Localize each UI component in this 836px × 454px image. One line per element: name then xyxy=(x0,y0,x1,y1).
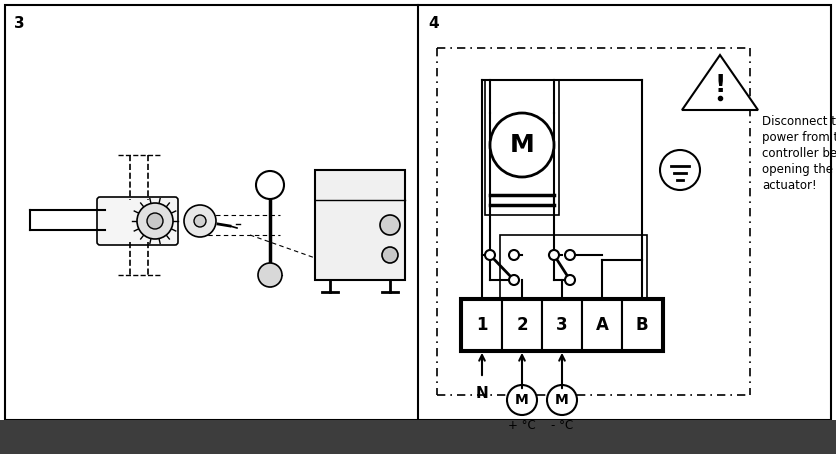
Circle shape xyxy=(485,250,495,260)
Text: !: ! xyxy=(714,73,726,97)
Text: M: M xyxy=(555,393,568,407)
Text: 3: 3 xyxy=(14,16,24,31)
Circle shape xyxy=(507,385,537,415)
Text: 4: 4 xyxy=(428,16,439,31)
Bar xyxy=(542,300,582,350)
Text: B: B xyxy=(635,316,648,334)
Circle shape xyxy=(137,203,173,239)
Circle shape xyxy=(509,250,519,260)
Text: actuator!: actuator! xyxy=(762,179,817,192)
Circle shape xyxy=(258,263,282,287)
Text: M: M xyxy=(515,393,529,407)
Bar xyxy=(462,300,502,350)
Circle shape xyxy=(382,247,398,263)
Circle shape xyxy=(147,213,163,229)
Circle shape xyxy=(660,150,700,190)
Text: N: N xyxy=(476,386,488,401)
Circle shape xyxy=(194,215,206,227)
Text: power from the: power from the xyxy=(762,131,836,144)
Polygon shape xyxy=(682,55,758,110)
Circle shape xyxy=(380,215,400,235)
Bar xyxy=(460,298,664,352)
Text: 3: 3 xyxy=(556,316,568,334)
Circle shape xyxy=(256,171,284,199)
Bar xyxy=(500,235,647,298)
Text: 2: 2 xyxy=(516,316,528,334)
Circle shape xyxy=(490,113,554,177)
Text: opening the: opening the xyxy=(762,163,833,176)
Bar xyxy=(622,300,662,350)
Circle shape xyxy=(184,205,216,237)
Text: A: A xyxy=(595,316,609,334)
Text: M: M xyxy=(510,133,534,157)
Text: controller before: controller before xyxy=(762,147,836,160)
Text: Disconnect the: Disconnect the xyxy=(762,115,836,128)
Text: + °C: + °C xyxy=(508,419,536,432)
Bar xyxy=(485,80,559,215)
Text: 1: 1 xyxy=(477,316,487,334)
Circle shape xyxy=(565,275,575,285)
Circle shape xyxy=(547,385,577,415)
Circle shape xyxy=(565,250,575,260)
Circle shape xyxy=(509,275,519,285)
Bar xyxy=(0,420,836,454)
Bar xyxy=(582,300,622,350)
Text: - °C: - °C xyxy=(551,419,573,432)
Bar xyxy=(315,170,405,280)
FancyBboxPatch shape xyxy=(97,197,178,245)
Circle shape xyxy=(549,250,559,260)
Bar xyxy=(502,300,542,350)
